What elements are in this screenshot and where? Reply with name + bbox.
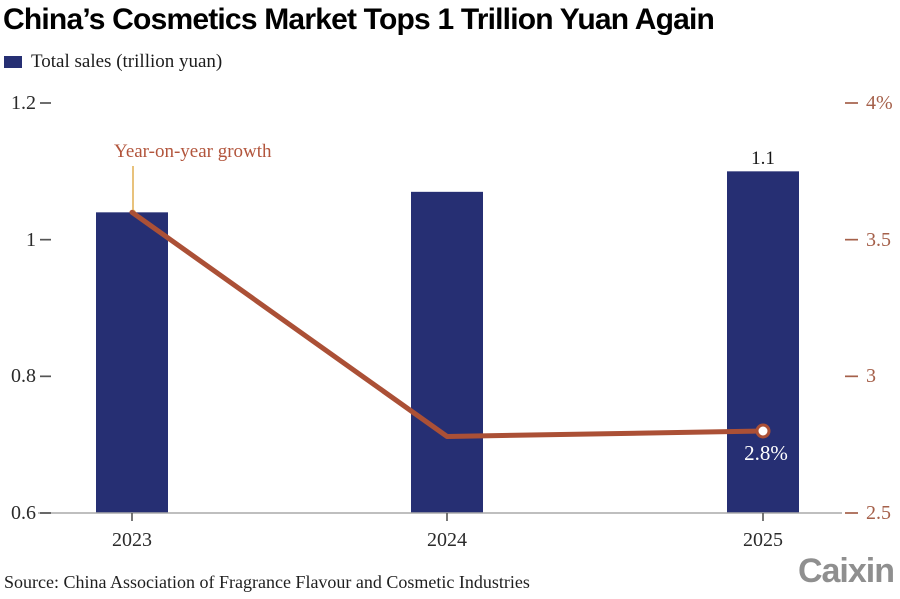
growth-line-annotation: Year-on-year growth <box>114 141 272 162</box>
x-tick-label-2023: 2023 <box>112 529 152 551</box>
y-right-tick-label: 2.5 <box>866 502 891 524</box>
bar-value-label-2025: 1.1 <box>751 148 775 169</box>
y-left-tick-label: 0.6 <box>11 502 36 524</box>
y-right-tick-label: 3.5 <box>866 228 891 251</box>
growth-value-label-2025: 2.8% <box>744 441 788 465</box>
y-left-tick-label: 0.8 <box>11 365 36 388</box>
bar-2024 <box>411 191 483 514</box>
y-right-tick-label: 3 <box>866 365 876 388</box>
chart-title: China’s Cosmetics Market Tops 1 Trillion… <box>3 3 715 36</box>
caixin-logo: Caixin <box>797 552 895 590</box>
legend-swatch-total-sales <box>4 55 22 68</box>
growth-line <box>129 209 766 439</box>
legend: Total sales (trillion yuan) <box>4 52 222 71</box>
x-tick-label-2024: 2024 <box>427 529 467 551</box>
y-right-tick-label: 4% <box>866 92 893 114</box>
legend-label-total-sales: Total sales (trillion yuan) <box>31 51 223 72</box>
x-tick-label-2025: 2025 <box>743 529 783 551</box>
growth-endpoint-marker <box>755 423 771 439</box>
source-note: Source: China Association of Fragrance F… <box>4 572 530 592</box>
y-left-tick-label: 1 <box>26 228 36 251</box>
bar-2023 <box>96 212 168 514</box>
bar-2025 <box>727 171 799 514</box>
y-left-tick-label: 1.2 <box>11 92 36 114</box>
